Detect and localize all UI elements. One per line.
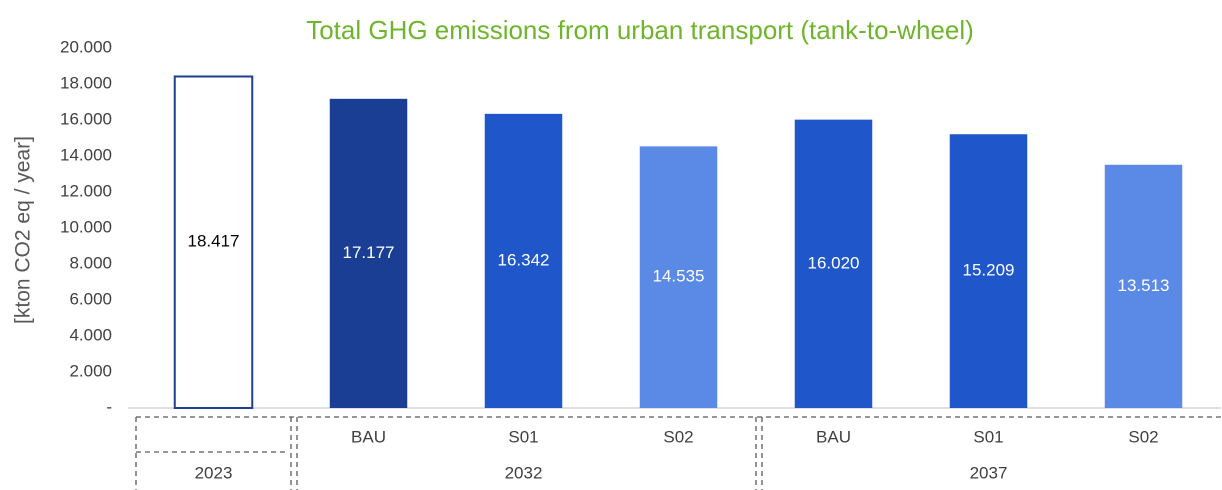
data-label: 16.020	[808, 253, 860, 272]
data-label: 16.342	[498, 250, 550, 269]
y-tick-label: 16.000	[60, 109, 112, 128]
bar	[949, 134, 1028, 408]
y-tick-label: -	[106, 397, 112, 416]
data-label: 14.535	[653, 267, 705, 286]
y-tick-label: 18.000	[60, 73, 112, 92]
y-tick-label: 20.000	[60, 37, 112, 56]
y-tick-label: 10.000	[60, 217, 112, 236]
bar	[173, 75, 254, 410]
y-tick-label: 6.000	[69, 289, 112, 308]
bar	[639, 146, 718, 408]
bar	[329, 98, 408, 409]
bar	[484, 113, 563, 409]
y-tick-label: 8.000	[69, 253, 112, 272]
y-tick-label: 4.000	[69, 325, 112, 344]
y-axis-label: [kton CO2 eq / year]	[12, 136, 35, 324]
chart-title: Total GHG emissions from urban transport…	[306, 15, 974, 45]
y-tick-label: 2.000	[69, 361, 112, 380]
data-label: 13.513	[1118, 276, 1170, 295]
group-label: 2032	[505, 463, 543, 482]
data-label: 15.209	[963, 261, 1015, 280]
y-tick-label: 12.000	[60, 181, 112, 200]
y-tick-label: 14.000	[60, 145, 112, 164]
data-label: 17.177	[343, 243, 395, 262]
x-tick-label: S01	[508, 427, 538, 446]
x-tick-label: S02	[1128, 427, 1158, 446]
data-label: 18.417	[188, 232, 240, 251]
group-label: 2023	[195, 463, 233, 482]
bar	[794, 119, 873, 408]
x-tick-label: S02	[663, 427, 693, 446]
x-tick-label: BAU	[351, 427, 386, 446]
x-tick-label: S01	[973, 427, 1003, 446]
x-tick-label: BAU	[816, 427, 851, 446]
bar	[1104, 164, 1183, 408]
group-label: 2037	[970, 463, 1008, 482]
